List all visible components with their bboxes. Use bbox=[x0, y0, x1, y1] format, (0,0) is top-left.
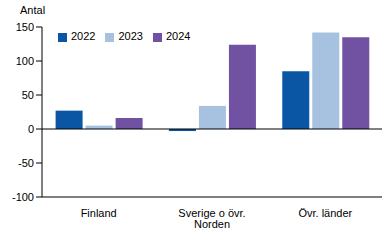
svg-text:50: 50 bbox=[22, 89, 34, 101]
svg-text:-50: -50 bbox=[18, 157, 34, 169]
svg-text:150: 150 bbox=[16, 21, 34, 33]
html-text:Antal: Antal bbox=[20, 4, 46, 16]
html-text:2022: 2022 bbox=[71, 30, 96, 42]
svg-text:Övr. länder: Övr. länder bbox=[298, 207, 352, 219]
html-text:2023: 2023 bbox=[118, 30, 143, 42]
svg-text:-100: -100 bbox=[12, 191, 34, 203]
svg-text:Sverige o övr.Norden: Sverige o övr.Norden bbox=[178, 207, 245, 230]
svg-text:0: 0 bbox=[28, 123, 34, 135]
svg-text:Finland: Finland bbox=[81, 207, 117, 219]
svg-text:100: 100 bbox=[16, 55, 34, 67]
html-text:2024: 2024 bbox=[166, 30, 191, 42]
